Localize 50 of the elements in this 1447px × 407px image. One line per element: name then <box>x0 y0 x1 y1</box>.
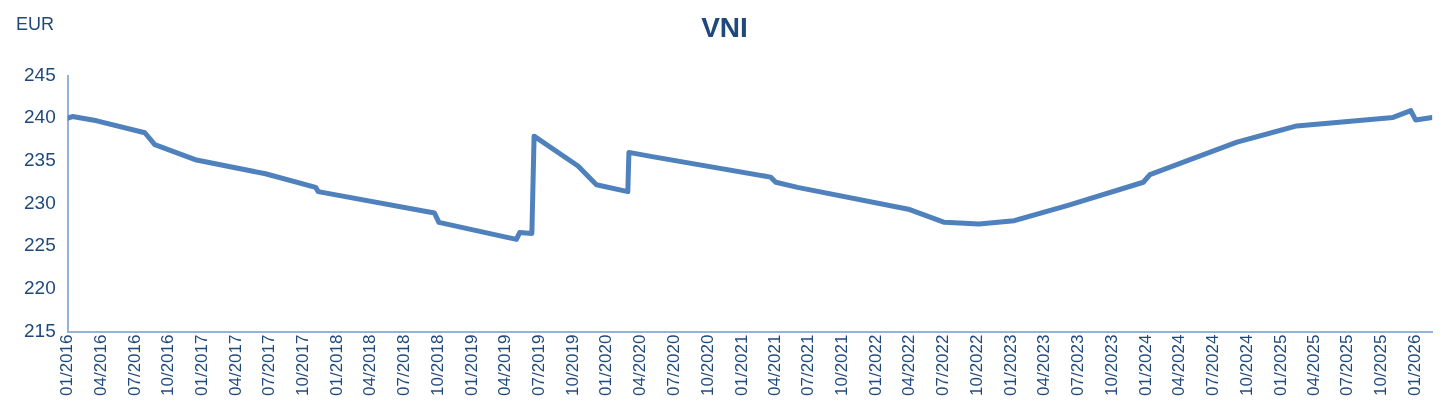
x-tick-label: 04/2016 <box>90 334 110 396</box>
x-tick-label: 10/2020 <box>697 334 717 396</box>
x-tick-label: 04/2018 <box>360 334 380 396</box>
x-tick-label: 01/2023 <box>1000 334 1020 396</box>
x-tick-label: 04/2025 <box>1303 334 1323 396</box>
y-tick-label: 235 <box>24 149 56 171</box>
y-tick-label: 215 <box>24 319 56 341</box>
x-tick-label: 07/2023 <box>1067 334 1087 396</box>
x-tick-label: 10/2024 <box>1236 334 1256 396</box>
x-tick-label: 07/2018 <box>393 334 413 396</box>
x-tick-label: 10/2023 <box>1101 334 1121 396</box>
x-tick-label: 04/2019 <box>495 334 514 396</box>
x-tick-label: 10/2017 <box>293 334 313 396</box>
y-tick-label: 230 <box>24 191 56 213</box>
x-tick-label: 07/2025 <box>1337 334 1357 396</box>
x-tick-label: 01/2024 <box>1135 334 1155 396</box>
x-tick-label: 07/2021 <box>798 334 818 396</box>
y-axis-title: EUR <box>16 13 55 34</box>
x-tick-label: 04/2022 <box>899 334 919 396</box>
x-tick-label: 04/2017 <box>225 334 245 396</box>
x-tick-label: 10/2025 <box>1371 334 1391 396</box>
x-tick-label: 01/2020 <box>596 334 616 396</box>
y-tick-label: 240 <box>24 106 56 128</box>
x-tick-label: 04/2024 <box>1169 334 1189 396</box>
x-tick-label: 01/2017 <box>192 334 212 396</box>
x-tick-label: 10/2016 <box>158 334 178 396</box>
y-tick-label: 245 <box>24 63 56 85</box>
x-tick-label: 04/2021 <box>764 334 784 396</box>
x-tick-label: 10/2019 <box>562 334 582 396</box>
y-tick-label: 220 <box>24 277 56 299</box>
x-tick-label: 07/2016 <box>124 334 144 396</box>
x-tick-label: 10/2021 <box>832 334 852 396</box>
y-tick-label: 225 <box>24 234 56 256</box>
x-tick-label: 04/2020 <box>630 334 650 396</box>
chart-title: VNI <box>701 11 748 43</box>
x-tick-label: 01/2018 <box>327 334 347 396</box>
x-tick-label: 01/2022 <box>866 334 886 396</box>
x-tick-label: 10/2018 <box>427 334 447 396</box>
x-tick-label: 07/2017 <box>259 334 279 396</box>
x-tick-label: 01/2021 <box>731 334 751 396</box>
x-tick-label: 07/2019 <box>528 334 548 396</box>
x-tick-label: 04/2023 <box>1034 334 1054 396</box>
x-tick-label: 07/2024 <box>1202 334 1222 396</box>
x-tick-label: 01/2025 <box>1270 334 1290 396</box>
x-tick-label: 07/2020 <box>663 334 683 396</box>
x-tick-label: 01/2016 <box>57 334 77 396</box>
x-tick-label: 07/2022 <box>932 334 952 396</box>
x-tick-label: 10/2022 <box>966 334 986 396</box>
x-tick-label: 01/2026 <box>1405 334 1425 396</box>
x-tick-label: 01/2019 <box>461 334 481 396</box>
